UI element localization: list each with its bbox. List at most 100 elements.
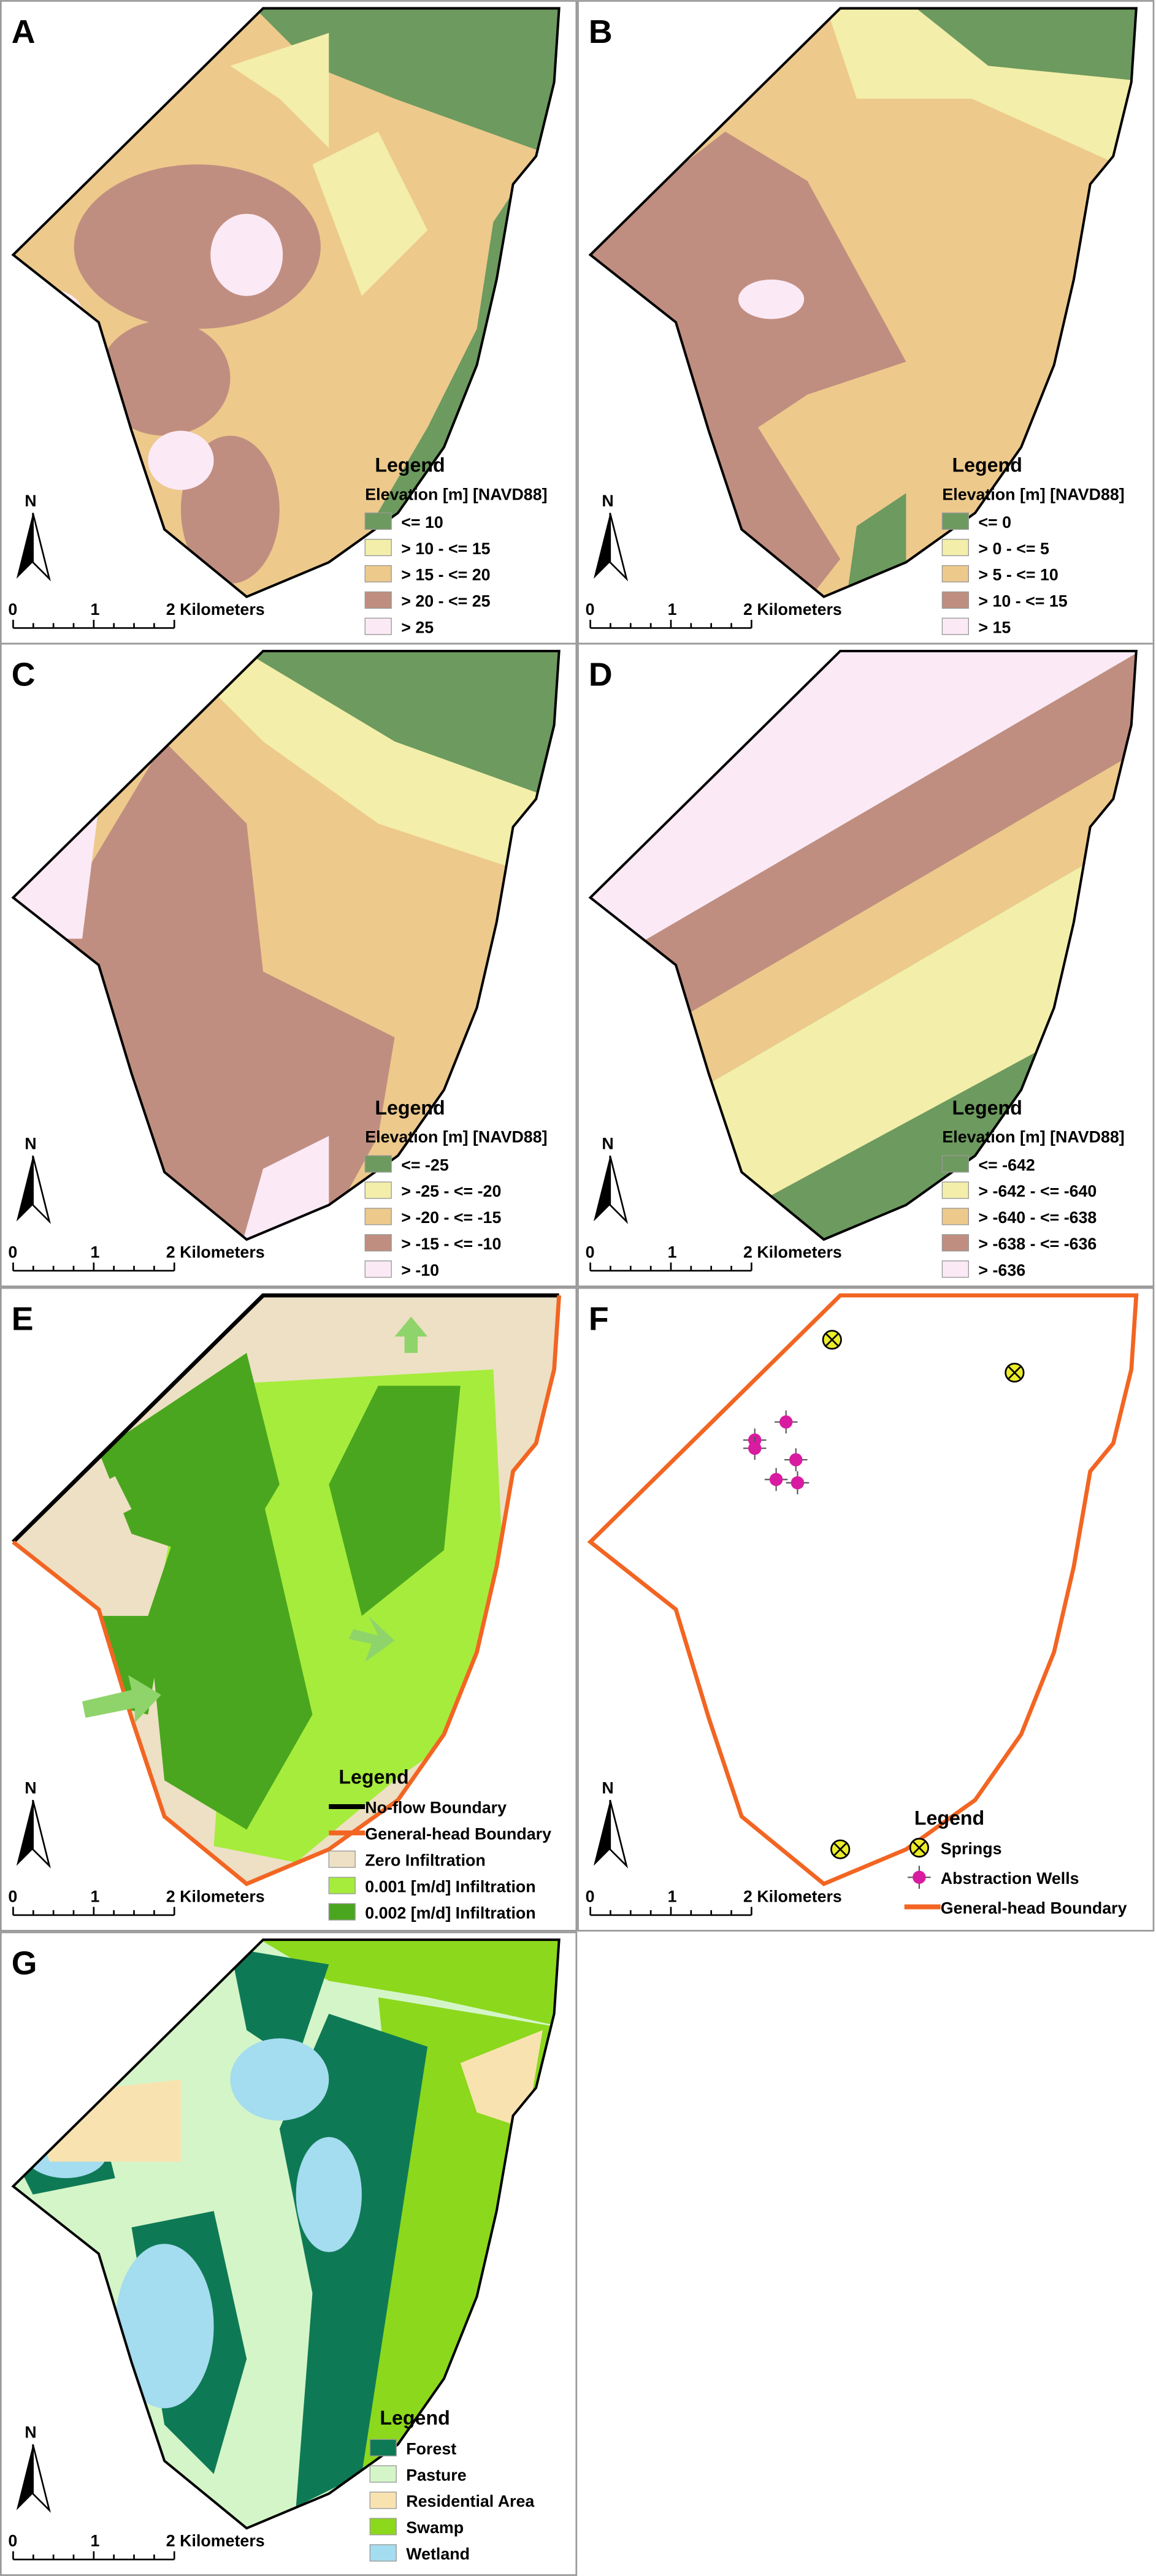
zone [247,8,559,165]
legend-swatch [941,1155,969,1173]
scale-label: 1 [668,1887,677,1905]
panel-border [577,1287,1155,1932]
north-label: N [602,492,613,510]
zone [148,430,214,490]
zone [296,2136,362,2252]
legend-swatch [941,1208,969,1225]
north-arrow [609,1799,629,1869]
zone [230,1948,329,2063]
north-arrow [609,513,629,582]
flow-arrow [394,1316,428,1353]
legend-swatch [369,2518,397,2536]
north-arrow [609,1155,629,1224]
north-arrow [32,1799,51,1869]
panel-border [577,642,1155,1287]
scale-label: 2 Kilometers [743,1243,842,1261]
legend-swatch [364,1260,392,1278]
general-head-boundary [12,1295,562,1886]
panel-label: E [12,1300,34,1337]
scale-label: 0 [586,600,595,619]
legend-label: General-head Boundary [365,1825,551,1843]
scale-label: 0 [8,600,17,619]
well-symbol [769,1473,783,1487]
panel-label: D [589,656,613,693]
legend-label: <= 10 [401,513,443,532]
north-label: N [602,1779,613,1797]
legend-swatch [328,1877,356,1894]
spring-symbol [833,1843,847,1856]
legend-swatch [941,513,969,530]
map-panel: F N 0 1 2 Kilometers Legend Springs Abstraction… [577,1287,1155,1932]
legend-label: > -25 - <= -20 [401,1182,501,1200]
legend-swatch [941,1234,969,1252]
legend-label: Zero Infiltration [365,1851,486,1870]
flow-arrow [348,1615,395,1663]
zone [98,321,231,436]
legend-heading: Legend [914,1807,984,1829]
scale-label: 0 [8,1887,17,1905]
legend-swatch [328,1903,356,1921]
legend-label: > 10 - <= 15 [401,539,490,558]
legend-swatch [364,1208,392,1225]
legend-title: Elevation [m] [NAVD88] [365,1128,547,1146]
well-symbol [913,1870,926,1884]
zone [906,8,1136,83]
scale-label: 2 Kilometers [166,600,265,619]
north-arrow [32,1155,51,1224]
legend-label: Pasture [406,2466,466,2484]
north-arrow [16,2444,33,2510]
scale-label: 2 Kilometers [743,1887,842,1905]
scale-label: 1 [668,1243,677,1261]
legend-heading: Legend [339,1766,408,1788]
legend-label: > -20 - <= -15 [401,1208,501,1227]
legend-label: Residential Area [406,2492,535,2510]
panel-label: B [589,13,613,50]
scale-label: 2 Kilometers [166,2532,265,2550]
boundary [11,7,561,598]
north-arrow [593,1800,610,1866]
north-arrow [593,513,610,579]
well-symbol [779,1415,793,1429]
panel-label: C [12,656,36,693]
legend-swatch [941,565,969,583]
zone [115,2244,214,2409]
legend-title: Elevation [m] [NAVD88] [942,1128,1124,1146]
zone [148,1501,313,1830]
boundary [11,1938,561,2530]
legend-label: > -642 - <= -640 [978,1182,1097,1200]
legend-label: Forest [406,2439,456,2458]
legend-heading: Legend [375,1097,445,1119]
zone [247,1940,559,2030]
legend-label: <= 0 [978,513,1011,532]
legend-label: > -10 [401,1261,439,1279]
zone [738,279,805,319]
scale-label: 1 [90,1887,99,1905]
north-label: N [25,1134,36,1153]
legend-heading: Legend [952,454,1022,476]
zone [230,1135,329,1240]
legend-label: Springs [941,1840,1002,1858]
legend-swatch [364,513,392,530]
scale-label: 2 Kilometers [166,1887,265,1905]
legend-swatch [364,1181,392,1199]
legend-title: Elevation [m] [NAVD88] [942,485,1124,503]
legend-label: > -638 - <= -636 [978,1235,1097,1253]
legend-label: 0.001 [m/d] Infiltration [365,1877,535,1896]
legend-label: <= -25 [401,1156,449,1174]
spring-symbol [1008,1366,1021,1379]
legend-label: > 5 - <= 10 [978,566,1058,584]
scale-label: 1 [90,1243,99,1261]
legend-swatch [364,1234,392,1252]
north-label: N [602,1134,613,1153]
north-label: N [25,492,36,510]
legend-label: > -636 [978,1261,1025,1279]
legend-label: <= -642 [978,1156,1035,1174]
legend-swatch [328,1850,356,1868]
spring-symbol [825,1333,839,1346]
scale-label: 2 Kilometers [166,1243,265,1261]
legend-swatch [364,565,392,583]
panel-border [0,1287,578,1932]
legend-label: > -15 - <= -10 [401,1235,501,1253]
zone [590,650,1136,1079]
